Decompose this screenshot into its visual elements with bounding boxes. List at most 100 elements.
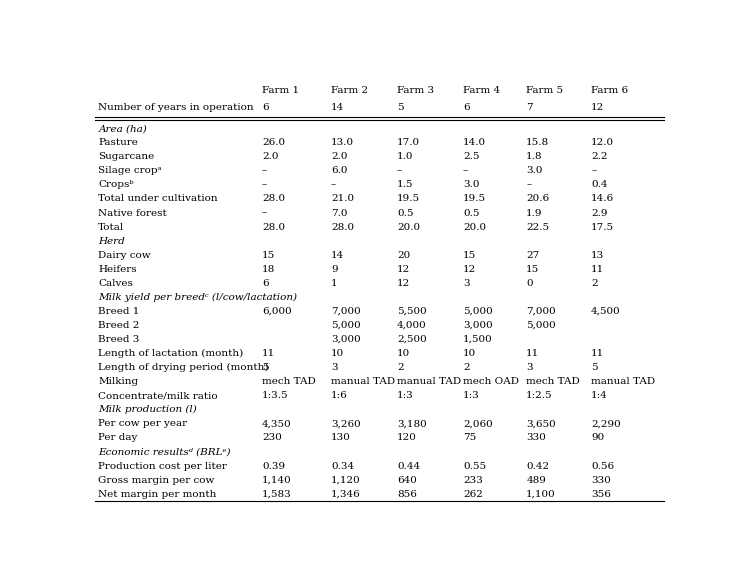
Text: 2.9: 2.9 — [591, 209, 608, 218]
Text: Length of drying period (month): Length of drying period (month) — [99, 363, 269, 372]
Text: 22.5: 22.5 — [526, 222, 549, 231]
Text: 3: 3 — [463, 279, 470, 288]
Text: 12.0: 12.0 — [591, 138, 614, 147]
Text: 11: 11 — [262, 349, 276, 358]
Text: 17.0: 17.0 — [397, 138, 420, 147]
Text: 19.5: 19.5 — [397, 194, 420, 203]
Text: 15: 15 — [262, 251, 276, 260]
Text: 19.5: 19.5 — [463, 194, 486, 203]
Text: manual TAD: manual TAD — [591, 377, 655, 386]
Text: 3,260: 3,260 — [331, 419, 361, 429]
Text: 13: 13 — [591, 251, 605, 260]
Text: 1:3: 1:3 — [397, 391, 413, 401]
Text: 1,346: 1,346 — [331, 489, 361, 499]
Text: Milking: Milking — [99, 377, 139, 386]
Text: Total under cultivation: Total under cultivation — [99, 194, 218, 203]
Text: 1:4: 1:4 — [591, 391, 608, 401]
Text: 13.0: 13.0 — [331, 138, 354, 147]
Text: 20: 20 — [397, 251, 411, 260]
Text: 15: 15 — [463, 251, 476, 260]
Text: Calves: Calves — [99, 279, 133, 288]
Text: 1,120: 1,120 — [331, 476, 361, 485]
Text: 3.0: 3.0 — [463, 180, 479, 190]
Text: 1:2.5: 1:2.5 — [526, 391, 553, 401]
Text: 489: 489 — [526, 476, 546, 485]
Text: 17.5: 17.5 — [591, 222, 614, 231]
Text: –: – — [262, 166, 268, 175]
Text: –: – — [526, 180, 531, 190]
Text: Farm 6: Farm 6 — [591, 87, 628, 96]
Text: 2,290: 2,290 — [591, 419, 621, 429]
Text: Gross margin per cow: Gross margin per cow — [99, 476, 215, 485]
Text: 6: 6 — [262, 103, 269, 112]
Text: 6.0: 6.0 — [331, 166, 348, 175]
Text: –: – — [397, 166, 402, 175]
Text: Cropsᵇ: Cropsᵇ — [99, 180, 134, 190]
Text: Area (ha): Area (ha) — [99, 124, 147, 134]
Text: 2,060: 2,060 — [463, 419, 493, 429]
Text: 1,583: 1,583 — [262, 489, 292, 499]
Text: 2,500: 2,500 — [397, 335, 427, 344]
Text: –: – — [331, 180, 336, 190]
Text: 11: 11 — [526, 349, 539, 358]
Text: 75: 75 — [463, 433, 476, 442]
Text: 5,000: 5,000 — [463, 307, 493, 316]
Text: Dairy cow: Dairy cow — [99, 251, 151, 260]
Text: 5,500: 5,500 — [397, 307, 427, 316]
Text: Milk production (l): Milk production (l) — [99, 405, 197, 414]
Text: 230: 230 — [262, 433, 282, 442]
Text: 1:3: 1:3 — [463, 391, 479, 401]
Text: 15.8: 15.8 — [526, 138, 549, 147]
Text: 640: 640 — [397, 476, 417, 485]
Text: 7,000: 7,000 — [526, 307, 556, 316]
Text: 120: 120 — [397, 433, 417, 442]
Text: 1.9: 1.9 — [526, 209, 542, 218]
Text: Production cost per liter: Production cost per liter — [99, 461, 227, 470]
Text: 21.0: 21.0 — [331, 194, 354, 203]
Text: 0.56: 0.56 — [591, 461, 614, 470]
Text: Per day: Per day — [99, 433, 138, 442]
Text: Concentrate/milk ratio: Concentrate/milk ratio — [99, 391, 218, 401]
Text: manual TAD: manual TAD — [331, 377, 395, 386]
Text: 12: 12 — [463, 265, 476, 274]
Text: 856: 856 — [397, 489, 417, 499]
Text: 90: 90 — [591, 433, 605, 442]
Text: 356: 356 — [591, 489, 611, 499]
Text: 12: 12 — [397, 279, 411, 288]
Text: 5,000: 5,000 — [526, 321, 556, 330]
Text: 10: 10 — [331, 349, 345, 358]
Text: 14.6: 14.6 — [591, 194, 614, 203]
Text: Total: Total — [99, 222, 124, 231]
Text: 1,500: 1,500 — [463, 335, 493, 344]
Text: Per cow per year: Per cow per year — [99, 419, 187, 429]
Text: Milk yield per breedᶜ (l/cow/lactation): Milk yield per breedᶜ (l/cow/lactation) — [99, 293, 297, 302]
Text: 3.0: 3.0 — [526, 166, 542, 175]
Text: Heifers: Heifers — [99, 265, 137, 274]
Text: Farm 1: Farm 1 — [262, 87, 299, 96]
Text: 3,000: 3,000 — [331, 335, 361, 344]
Text: 3,000: 3,000 — [463, 321, 493, 330]
Text: 10: 10 — [397, 349, 411, 358]
Text: 9: 9 — [331, 265, 338, 274]
Text: 0.44: 0.44 — [397, 461, 420, 470]
Text: 10: 10 — [463, 349, 476, 358]
Text: Breed 3: Breed 3 — [99, 335, 140, 344]
Text: mech OAD: mech OAD — [463, 377, 519, 386]
Text: 0.34: 0.34 — [331, 461, 354, 470]
Text: 3,650: 3,650 — [526, 419, 556, 429]
Text: 5: 5 — [591, 363, 598, 372]
Text: 4,350: 4,350 — [262, 419, 292, 429]
Text: 1,100: 1,100 — [526, 489, 556, 499]
Text: 1:6: 1:6 — [331, 391, 348, 401]
Text: 28.0: 28.0 — [331, 222, 354, 231]
Text: –: – — [262, 180, 268, 190]
Text: 6: 6 — [262, 279, 269, 288]
Text: 6: 6 — [463, 103, 470, 112]
Text: 11: 11 — [591, 349, 605, 358]
Text: 1.8: 1.8 — [526, 152, 542, 162]
Text: Net margin per month: Net margin per month — [99, 489, 217, 499]
Text: 28.0: 28.0 — [262, 194, 285, 203]
Text: 7,000: 7,000 — [331, 307, 361, 316]
Text: 27: 27 — [526, 251, 539, 260]
Text: 2: 2 — [463, 363, 470, 372]
